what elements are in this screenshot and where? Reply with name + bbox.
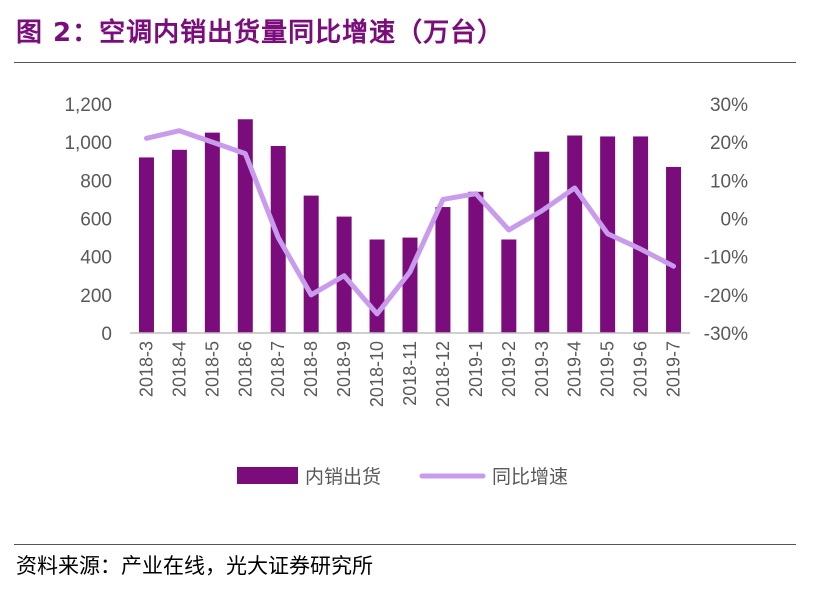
legend-label-bars: 内销出货 [305, 466, 381, 488]
x-tick-label: 2018-8 [301, 341, 321, 397]
legend: 内销出货 同比增速 [237, 466, 568, 488]
bottom-divider [14, 544, 796, 545]
bar-2018-11 [402, 237, 418, 333]
x-tick-label: 2018-9 [334, 341, 354, 397]
left-tick-label: 1,000 [64, 133, 112, 154]
right-axis-ticks: -30% -20% -10% 0% 10% 20% 30% [704, 95, 748, 345]
x-tick-label: 2018-11 [400, 341, 420, 406]
bar-2018-10 [369, 239, 385, 333]
left-tick-label: 600 [80, 210, 112, 231]
left-tick-label: 800 [80, 171, 112, 192]
x-tick-label: 2018-6 [235, 341, 255, 397]
x-tick-label: 2019-4 [565, 341, 585, 397]
bar-2018-5 [204, 132, 220, 333]
x-tick-label: 2019-2 [499, 341, 519, 397]
left-tick-label: 200 [80, 286, 112, 307]
left-axis-ticks: 0 200 400 600 800 1,000 1,200 [64, 95, 112, 345]
bar-2019-2 [501, 239, 517, 333]
right-tick-label: 20% [710, 133, 748, 154]
bar-2018-12 [435, 207, 451, 333]
x-tick-label: 2018-3 [136, 341, 156, 397]
left-tick-label: 0 [101, 324, 112, 345]
bar-2018-3 [138, 157, 154, 333]
bar-2019-6 [633, 136, 649, 333]
x-tick-label: 2019-3 [532, 341, 552, 397]
bar-2018-8 [303, 195, 319, 333]
bar-2018-4 [171, 149, 187, 333]
top-divider [14, 62, 796, 63]
x-tick-label: 2018-10 [367, 341, 387, 407]
right-tick-label: -30% [704, 324, 748, 345]
x-tick-label: 2019-1 [466, 341, 486, 397]
x-tick-label: 2018-4 [169, 341, 189, 397]
legend-label-line: 同比增速 [492, 466, 568, 488]
right-tick-label: -10% [704, 248, 748, 269]
right-tick-label: -20% [704, 286, 748, 307]
x-tick-label: 2018-12 [433, 341, 453, 407]
bar-2018-6 [237, 119, 253, 334]
legend-bar-swatch [237, 467, 298, 484]
line-series-group [143, 128, 677, 317]
bar-2019-7 [666, 166, 682, 333]
x-tick-label: 2018-5 [202, 341, 222, 397]
source-note: 资料来源：产业在线，光大证券研究所 [16, 554, 373, 578]
bar-2019-1 [468, 191, 484, 333]
combo-chart: 0 200 400 600 800 1,000 1,200 -30% -20% -10% 0% 10… [64, 95, 748, 488]
x-tick-label: 2019-5 [598, 341, 618, 397]
x-tick-label: 2019-6 [631, 341, 651, 397]
right-tick-label: 10% [710, 171, 748, 192]
x-axis-ticks: 2018-3 2018-4 2018-5 2018-6 2018-7 2018-8 2018… [136, 341, 683, 407]
figure-title: 图 2：空调内销出货量同比增速（万台） [16, 18, 505, 48]
bar-2019-4 [567, 135, 583, 333]
x-tick-label: 2019-7 [664, 341, 684, 397]
x-tick-label: 2018-7 [268, 341, 288, 397]
bar-2019-3 [534, 151, 550, 333]
right-tick-label: 0% [721, 210, 749, 231]
right-tick-label: 30% [710, 95, 748, 116]
left-tick-label: 400 [80, 248, 112, 269]
left-tick-label: 1,200 [64, 95, 112, 116]
